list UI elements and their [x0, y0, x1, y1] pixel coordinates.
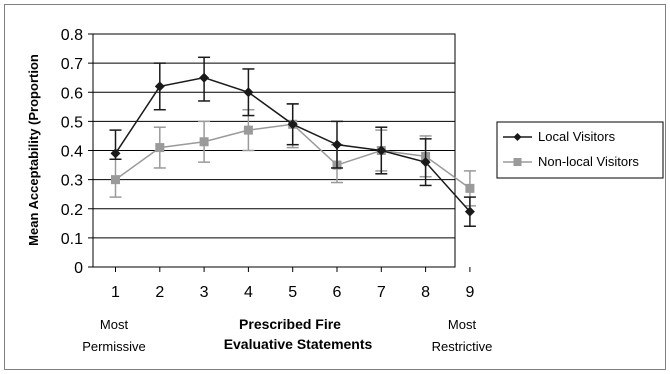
data-point-1-2 — [199, 137, 209, 147]
x-tick-label-0: 1 — [111, 284, 120, 301]
data-point-1-3 — [243, 125, 253, 135]
y-axis-label: Mean Acceptability (Proportion — [26, 54, 41, 246]
data-point-1-8 — [465, 183, 475, 193]
x-tick-label-6: 7 — [377, 284, 386, 301]
data-point-0-1 — [154, 81, 165, 92]
data-point-0-0 — [110, 148, 121, 159]
data-point-0-3 — [243, 87, 254, 98]
data-point-0-5 — [332, 139, 342, 150]
y-tick-label-8: 0.8 — [61, 27, 83, 44]
legend-label-local: Local Visitors — [538, 129, 616, 144]
y-tick-label-7: 0.7 — [61, 56, 83, 73]
data-point-0-4 — [287, 119, 298, 130]
x-tick-label-4: 5 — [288, 284, 297, 301]
x-tick-label-3: 4 — [244, 284, 253, 301]
series-layer — [109, 56, 476, 227]
y-tick-label-4: 0.4 — [61, 144, 83, 161]
note-most-left: Most — [100, 317, 129, 332]
note-most-right: Most — [448, 317, 477, 332]
legend-box — [496, 121, 664, 179]
legend-marker-local — [513, 133, 522, 141]
data-point-0-2 — [199, 72, 210, 83]
legend-label-nonlocal: Non-local Visitors — [538, 154, 639, 169]
y-tick-label-5: 0.5 — [61, 114, 83, 131]
y-tick-label-1: 0.1 — [61, 231, 83, 248]
y-axis-ticks: 0 0.1 0.2 0.3 0.4 0.5 0.6 0.7 0.8 — [61, 27, 93, 277]
legend-marker-nonlocal — [513, 158, 522, 166]
chart-frame — [4, 4, 666, 370]
y-tick-label-6: 0.6 — [61, 85, 83, 102]
x-tick-label-5: 6 — [333, 284, 342, 301]
x-tick-label-2: 3 — [200, 284, 209, 301]
gridlines — [93, 62, 455, 239]
data-point-0-7 — [420, 157, 431, 168]
y-tick-label-2: 0.2 — [61, 202, 83, 219]
data-point-0-8 — [464, 206, 475, 217]
x-tick-label-1: 2 — [155, 284, 164, 301]
x-axis-label-line2: Evaluative Statements — [224, 336, 373, 352]
y-tick-label-0: 0 — [74, 260, 83, 277]
x-axis-ticks: 1 2 3 4 5 6 7 8 9 — [111, 267, 474, 301]
x-axis-label-line1: Prescribed Fire — [239, 316, 341, 332]
x-tick-label-7: 8 — [421, 284, 430, 301]
data-point-1-1 — [155, 143, 165, 153]
note-permissive: Permissive — [82, 339, 146, 354]
data-point-0-6 — [376, 145, 387, 156]
note-restrictive: Restrictive — [432, 339, 493, 354]
data-point-1-0 — [111, 175, 120, 185]
legend: Local Visitors Non-local Visitors — [496, 121, 664, 179]
x-tick-label-8: 9 — [465, 284, 474, 301]
y-tick-label-3: 0.3 — [61, 173, 83, 190]
series-local-visitors — [109, 56, 476, 227]
